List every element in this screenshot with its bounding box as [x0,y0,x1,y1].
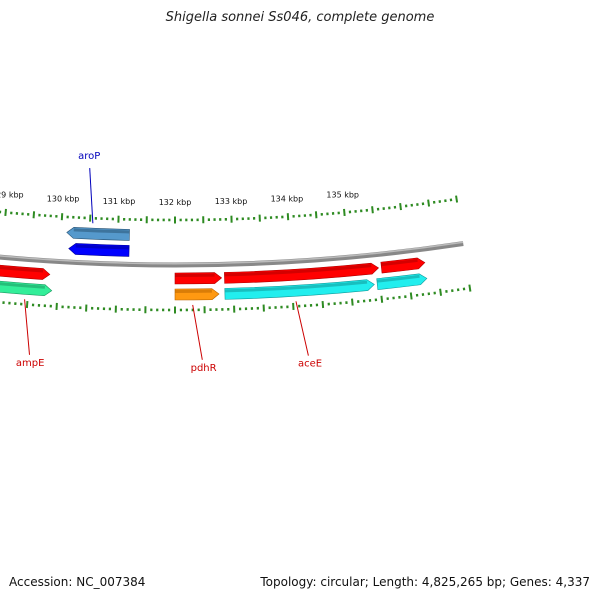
outer-tick [351,298,354,306]
scale-tick-label: 132 kbp [159,198,192,207]
inner-tick [343,208,346,217]
gene-label: aceE [298,359,322,370]
gene-arrow-shade [73,228,130,234]
gene-label: aroP [78,151,100,162]
gene-arrow-shade [75,244,130,250]
outer-tick [321,300,325,309]
genome-backbone-highlight [0,241,464,265]
tick-layer [0,195,472,314]
gene-label-leader [24,299,30,355]
accession-text: Accession: NC_007384 [9,575,146,589]
scale-tick-label: 131 kbp [103,197,136,206]
outer-tick [409,292,413,300]
scale-tick-label: 134 kbp [271,195,304,204]
inner-tick [399,203,402,211]
genome-backbone [0,241,464,268]
gene-label-leader [192,304,203,360]
inner-tick [371,206,374,214]
gene-layer [0,227,428,301]
gene-label-leader [295,301,309,356]
inner-tick [32,211,36,219]
gene-label-leader [89,168,94,224]
outer-tick [468,284,472,292]
gene-label-layer: ampDampEpdhRaceEppdDnadCaroP [16,151,322,374]
inner-tick [314,211,318,219]
scale-tick-label: 130 kbp [47,195,80,204]
gene-arrow-shade [224,280,368,293]
outer-tick [25,300,29,309]
gene-arrow-shade [376,274,420,283]
map-title: Shigella sonnei Ss046, complete genome [165,10,435,25]
gene-arrow-shade [224,264,372,277]
scale-tick-label: 135 kbp [326,191,359,200]
gene-arrow-shade [0,282,46,289]
scale-tick-label: 129 kbp [0,191,24,200]
genome-summary-text: Topology: circular; Length: 4,825,265 bp… [260,575,590,589]
inner-tick [4,208,7,217]
gene-label: ampE [16,358,45,369]
outer-tick [439,288,443,296]
gene-label: pdhR [191,363,217,374]
scale-tick-label: 133 kbp [215,197,248,206]
gene-arrow-shade [0,266,44,273]
inner-tick [455,195,459,203]
gene-arrow [380,257,426,274]
outer-tick [380,295,384,303]
gene-arrow-shade [380,258,418,267]
inner-tick [427,199,431,207]
